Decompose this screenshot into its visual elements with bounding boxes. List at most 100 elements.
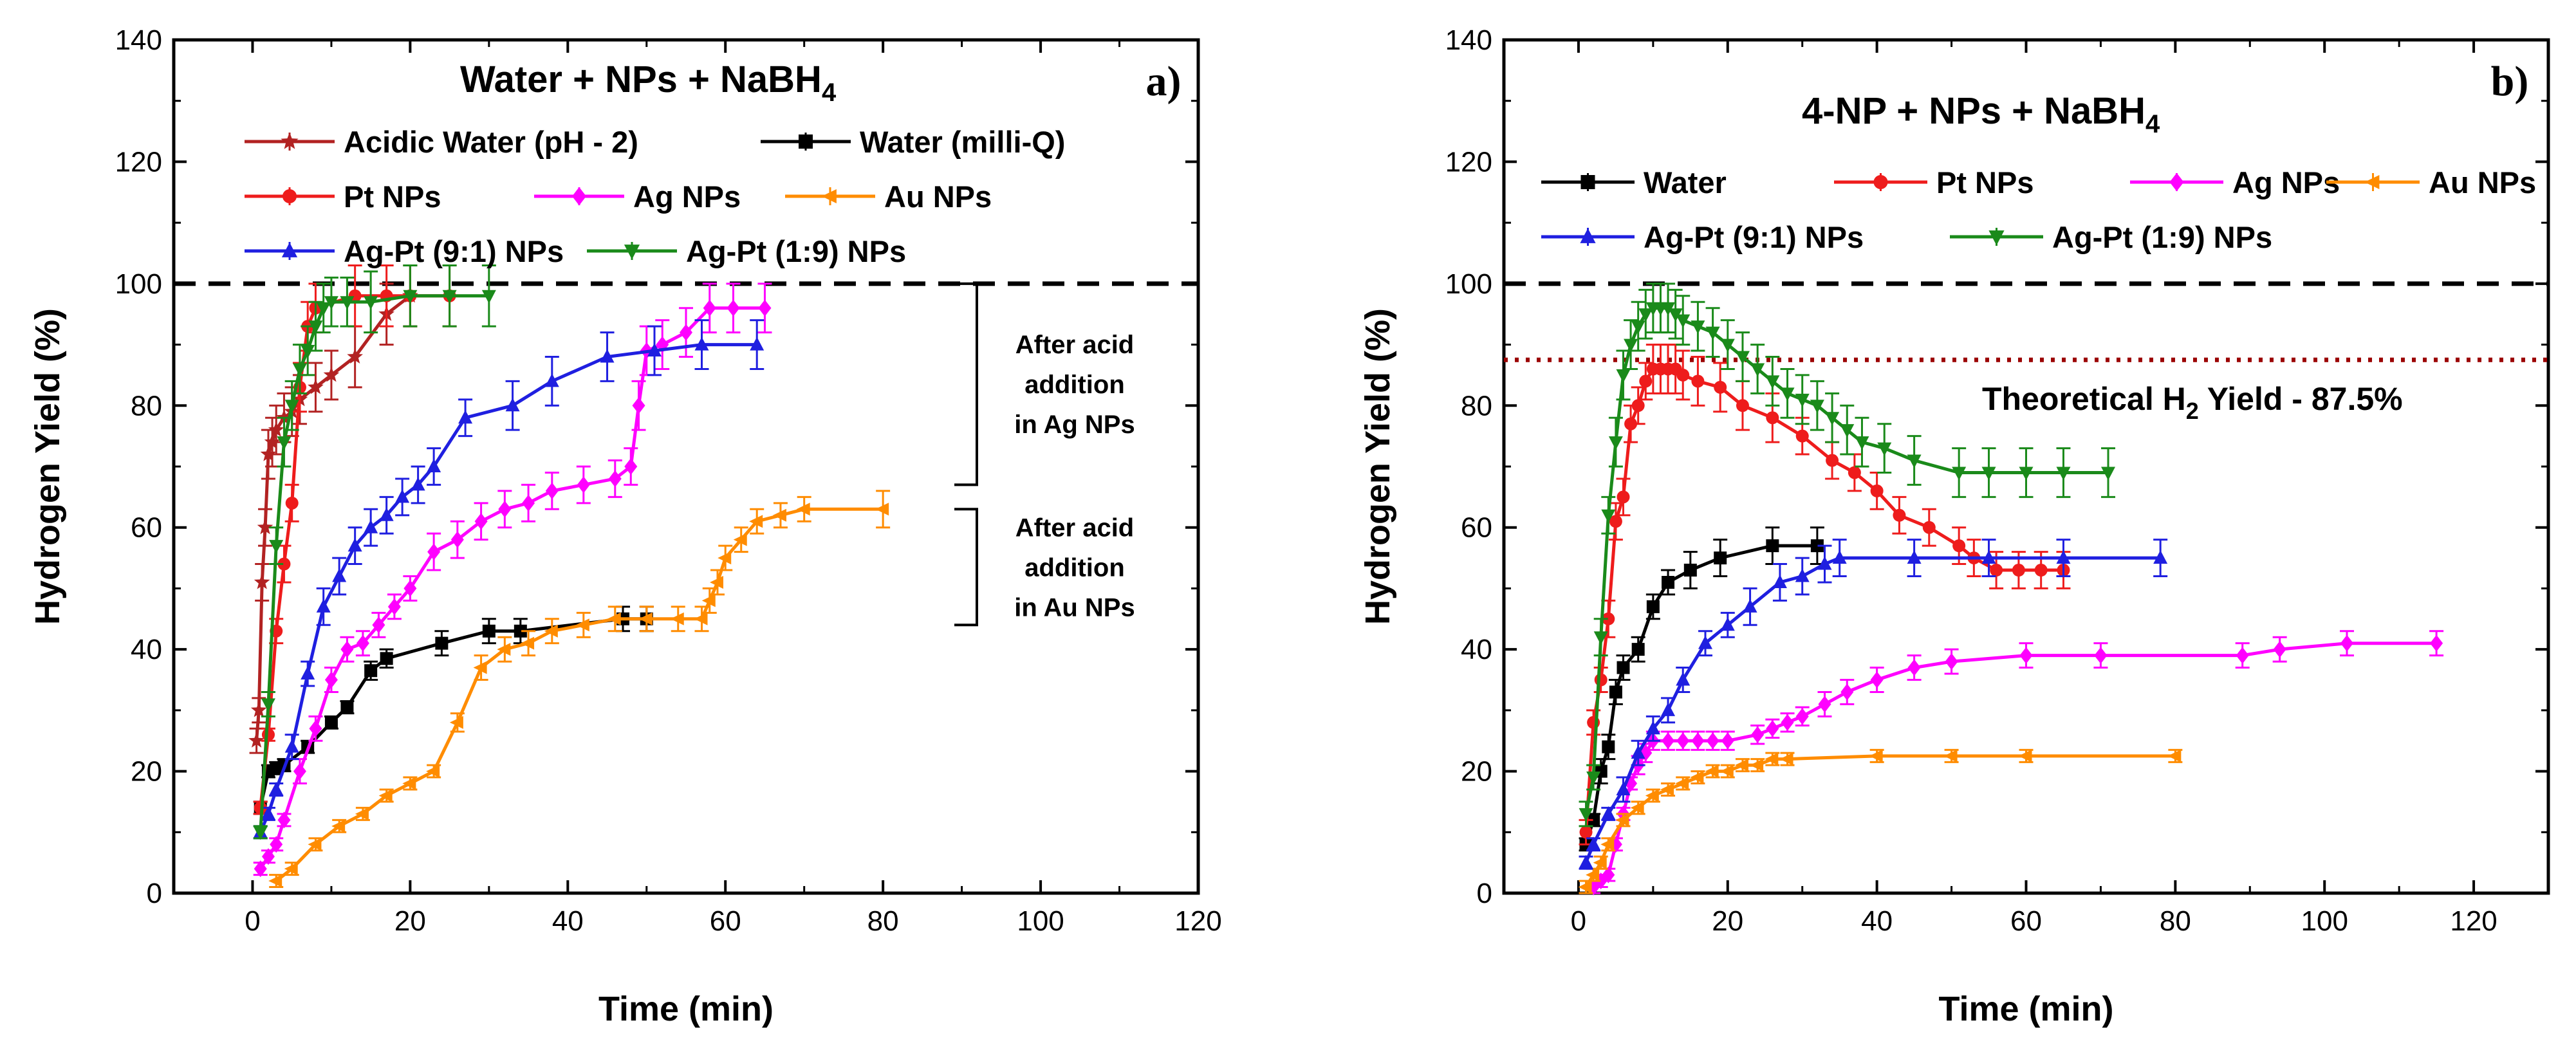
data-point: [269, 540, 284, 554]
data-point: [1579, 855, 1593, 869]
plot-title-main: 4-NP + NPs + NaBH: [1802, 90, 2145, 132]
y-tick-label: 80: [1461, 390, 1492, 421]
data-point: [482, 624, 496, 638]
y-tick-label: 20: [1461, 756, 1492, 788]
data-point: [1662, 575, 1675, 589]
data-point: [261, 698, 275, 712]
data-point: [1593, 856, 1607, 869]
series-ag-pt-9-1-nps: [253, 319, 764, 840]
data-point: [1586, 868, 1600, 882]
data-point: [261, 848, 275, 865]
plot-title-subscript: 4: [2145, 110, 2160, 138]
data-point: [1734, 759, 1748, 772]
data-point: [1586, 837, 1601, 851]
y-tick-label: 40: [1461, 634, 1492, 665]
y-tick-label: 120: [115, 146, 162, 178]
data-point: [694, 337, 709, 351]
data-point: [1600, 838, 1615, 851]
annotation-bracket-group: After acid addition in Au NPs: [954, 508, 1135, 627]
x-tick-label: 20: [394, 905, 426, 937]
legend-marker: [624, 245, 640, 260]
data-point: [1720, 617, 1735, 631]
y-tick-label: 100: [115, 268, 162, 300]
theoretical-label-main: Theoretical H: [1982, 381, 2186, 417]
data-point: [670, 612, 684, 625]
data-point: [308, 320, 323, 335]
data-point: [264, 434, 281, 449]
data-point: [1779, 752, 1793, 766]
data-point: [1676, 732, 1690, 750]
legend-entry: Water: [1541, 165, 1727, 199]
data-point: [268, 421, 284, 437]
data-point: [402, 777, 416, 790]
data-point: [1676, 368, 1690, 382]
data-point: [1826, 454, 1839, 467]
legend-label: Ag-Pt (9:1) NPs: [344, 234, 564, 268]
x-tick-label: 60: [2010, 905, 2042, 937]
data-point: [347, 348, 363, 364]
data-point: [1698, 635, 1713, 649]
x-tick-label: 0: [245, 905, 260, 937]
data-point: [340, 701, 354, 714]
data-point: [347, 538, 362, 552]
data-point: [426, 764, 440, 778]
series-ag-pt-9-1-nps: [1579, 539, 2168, 870]
data-point: [2094, 647, 2108, 664]
data-point: [1943, 749, 1958, 763]
legend-label: Water: [1644, 165, 1727, 199]
y-tick-label: 60: [1461, 512, 1492, 544]
data-point: [703, 299, 716, 317]
data-point: [607, 612, 621, 625]
legend-label: Ag-Pt (1:9) NPs: [686, 234, 906, 268]
legend-entry: Pt NPs: [245, 180, 441, 214]
data-point: [1810, 400, 1824, 414]
data-point: [1683, 564, 1697, 577]
data-point: [1660, 782, 1674, 796]
data-point: [284, 400, 299, 414]
data-point: [1840, 424, 1855, 438]
data-point: [1870, 671, 1884, 689]
data-point: [1893, 508, 1906, 522]
x-tick-label: 120: [1174, 905, 1221, 937]
data-point: [624, 458, 638, 475]
data-point: [608, 470, 622, 487]
data-point: [308, 378, 324, 394]
data-point: [293, 763, 306, 780]
data-point: [522, 494, 535, 512]
data-point: [577, 476, 590, 494]
y-tick-label: 140: [115, 24, 162, 56]
legend-entry: Ag NPs: [534, 180, 741, 214]
annotation-text-line: in Au NPs: [1014, 593, 1135, 622]
data-point: [497, 643, 511, 656]
annotation-text-line: After acid: [1015, 331, 1135, 359]
legend-marker: [1873, 175, 1888, 189]
legend-entry: Ag-Pt (1:9) NPs: [587, 234, 906, 268]
data-point: [1579, 808, 1593, 822]
data-point: [727, 299, 740, 317]
data-point: [1907, 659, 1921, 676]
data-point: [514, 624, 527, 638]
theoretical-label-suffix: Yield - 87.5%: [2199, 381, 2403, 417]
legend-entry: Water (milli-Q): [761, 125, 1065, 159]
data-point: [1772, 574, 1787, 588]
data-point: [284, 862, 298, 876]
legend-label: Ag-Pt (9:1) NPs: [1644, 220, 1864, 254]
data-point: [364, 296, 378, 310]
x-tick-label: 80: [867, 905, 899, 937]
data-point: [261, 806, 275, 820]
data-point: [1601, 806, 1616, 820]
data-point: [340, 641, 354, 658]
x-tick-label: 0: [1571, 905, 1586, 937]
data-point: [270, 836, 283, 853]
data-point: [1668, 308, 1683, 322]
data-point: [1840, 683, 1854, 701]
data-point: [2012, 564, 2025, 577]
data-point: [1646, 600, 1660, 613]
y-tick-label: 20: [131, 756, 162, 788]
data-point: [1766, 539, 1779, 553]
plot-title: 4-NP + NPs + NaBH4: [1802, 90, 2160, 138]
data-point: [268, 874, 283, 888]
chart-panel-a: 0 20 40 60 80 100 120 0 20 40 60 80 100 120 140 Time (m…: [28, 24, 1222, 1028]
data-point: [1907, 550, 1922, 564]
data-point: [301, 345, 315, 359]
